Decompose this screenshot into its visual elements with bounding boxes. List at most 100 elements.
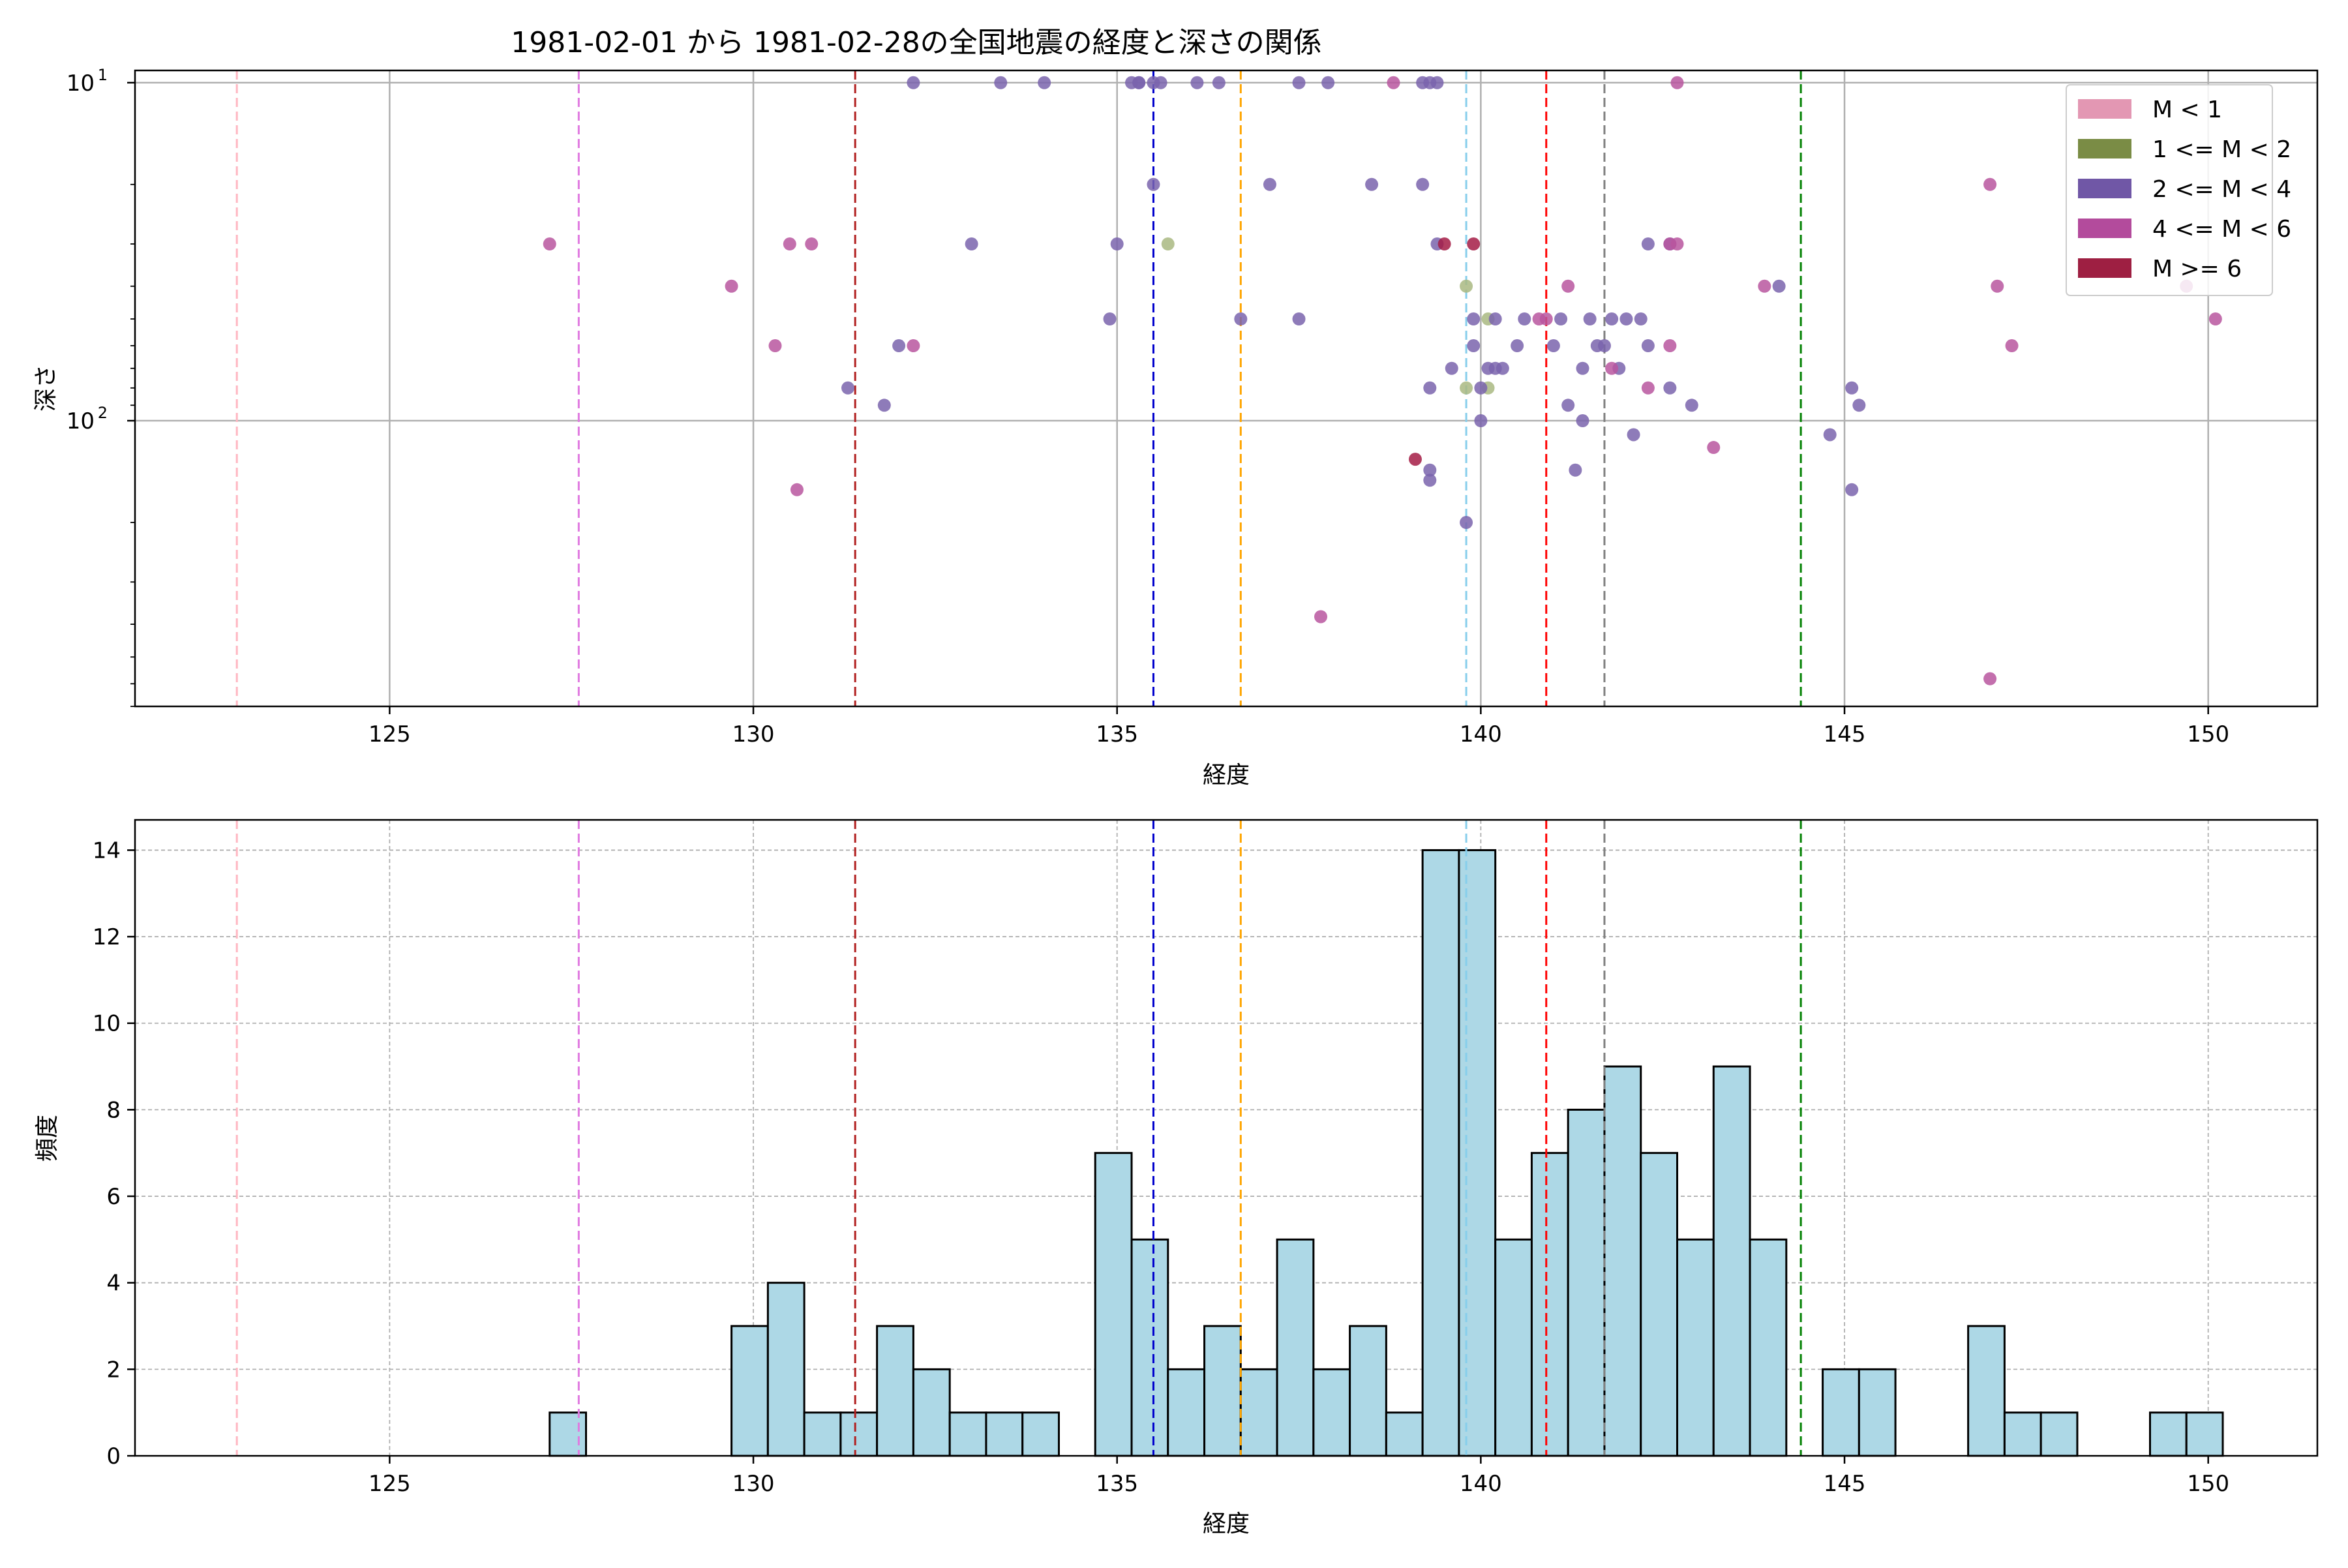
scatter-point xyxy=(1467,312,1481,326)
histogram-bar xyxy=(803,1411,842,1457)
scatter-point xyxy=(907,76,920,89)
histogram-y-tick-label: 12 xyxy=(93,924,121,950)
histogram-x-tick-label: 140 xyxy=(1460,1471,1502,1497)
scatter-point xyxy=(768,339,782,353)
histogram-bars xyxy=(549,849,2224,1457)
legend-swatch xyxy=(2078,258,2131,278)
scatter-y-tick-label: 10 xyxy=(67,70,95,97)
histogram-bar xyxy=(1567,1108,1606,1457)
scatter-point xyxy=(1292,76,1306,89)
legend-label: 2 <= M < 4 xyxy=(2152,176,2291,203)
histogram-plot-frame xyxy=(134,819,2319,1457)
histogram-bar xyxy=(985,1411,1024,1457)
histogram-bar xyxy=(1276,1238,1315,1457)
scatter-point xyxy=(1234,312,1248,326)
scatter-y-tick-label: 10 xyxy=(67,408,95,434)
legend-label: M < 1 xyxy=(2152,97,2222,123)
scatter-legend: M < 1 1 <= M < 2 2 <= M < 4 4 <= M < 6 M >= … xyxy=(2066,84,2291,296)
histogram-x-axis-label: 経度 xyxy=(1203,1511,1250,1537)
scatter-point xyxy=(1365,177,1379,191)
histogram-bar xyxy=(839,1411,879,1457)
scatter-point xyxy=(1983,177,1997,191)
scatter-point xyxy=(1569,463,1582,477)
histogram-bar xyxy=(1130,1238,1169,1457)
histogram-x-tick-label: 130 xyxy=(732,1471,775,1497)
scatter-point xyxy=(2208,312,2222,326)
scatter-point xyxy=(1103,312,1117,326)
scatter-point xyxy=(1423,381,1437,395)
scatter-point xyxy=(1663,339,1677,353)
scatter-points xyxy=(543,76,2222,686)
scatter-point xyxy=(892,339,906,353)
scatter-point xyxy=(1460,516,1473,530)
scatter-y-axis-label: 深さ xyxy=(33,365,59,412)
scatter-point xyxy=(994,76,1008,89)
scatter-point xyxy=(543,237,556,251)
scatter-point xyxy=(1852,399,1866,412)
scatter-y-tick-exponent: 2 xyxy=(98,404,108,422)
scatter-point xyxy=(1474,381,1488,395)
legend-label: M >= 6 xyxy=(2152,256,2242,282)
scatter-point xyxy=(1110,237,1124,251)
histogram-y-tick-label: 14 xyxy=(93,837,121,864)
scatter-point xyxy=(1583,312,1597,326)
scatter-point xyxy=(1707,441,1721,455)
histogram-bar xyxy=(2039,1411,2079,1457)
scatter-point xyxy=(877,399,891,412)
histogram-x-tick-label: 125 xyxy=(369,1471,411,1497)
histogram-bar xyxy=(1967,1325,2006,1457)
histogram-x-tick-label: 150 xyxy=(2187,1471,2229,1497)
legend-swatch xyxy=(2078,179,2131,198)
scatter-point xyxy=(1605,361,1619,375)
histogram-bar xyxy=(876,1325,914,1457)
scatter-point xyxy=(1518,312,1531,326)
scatter-point xyxy=(1576,414,1589,428)
scatter-x-tick-label: 135 xyxy=(1096,721,1138,747)
legend-box xyxy=(2066,84,2273,296)
legend-label: 4 <= M < 6 xyxy=(2152,216,2291,243)
scatter-point xyxy=(1314,610,1327,624)
histogram-y-ticks: 0 2 4 6 8 10 12 14 xyxy=(93,837,135,1470)
scatter-point xyxy=(783,237,796,251)
scatter-point xyxy=(1132,76,1146,89)
histogram-bar xyxy=(1749,1238,1788,1457)
legend-swatch xyxy=(2078,99,2131,119)
scatter-point xyxy=(1467,339,1481,353)
histogram-bar xyxy=(1021,1411,1060,1457)
histogram-reference-lines xyxy=(235,820,1802,1456)
scatter-point xyxy=(965,237,978,251)
histogram-bar xyxy=(1712,1065,1751,1457)
scatter-point xyxy=(1641,381,1655,395)
histogram-bar xyxy=(1239,1368,1278,1457)
histogram-x-tick-label: 135 xyxy=(1096,1471,1138,1497)
histogram-y-tick-label: 10 xyxy=(93,1011,121,1037)
scatter-point xyxy=(1147,177,1160,191)
scatter-reference-lines xyxy=(235,70,1802,706)
scatter-point xyxy=(1772,279,1786,293)
scatter-point xyxy=(1845,381,1859,395)
histogram-bar xyxy=(1385,1411,1424,1457)
scatter-point xyxy=(841,381,855,395)
histogram-bar xyxy=(1494,1238,1533,1457)
histogram-y-tick-label: 6 xyxy=(106,1184,121,1210)
scatter-point xyxy=(1627,428,1640,442)
scatter-point xyxy=(1437,237,1451,251)
histogram-bar xyxy=(1676,1238,1715,1457)
histogram-bar xyxy=(1822,1368,1860,1457)
histogram-bar xyxy=(1530,1152,1569,1457)
histogram-bar xyxy=(1603,1065,1642,1457)
scatter-point xyxy=(1554,312,1568,326)
histogram-bar xyxy=(2148,1411,2188,1457)
scatter-point xyxy=(1619,312,1633,326)
scatter-point xyxy=(907,339,920,353)
scatter-point xyxy=(805,237,819,251)
scatter-point xyxy=(1488,312,1502,326)
scatter-y-tick-exponent: 1 xyxy=(98,66,108,84)
scatter-point xyxy=(1670,76,1684,89)
scatter-point xyxy=(1416,177,1430,191)
scatter-point xyxy=(1190,76,1204,89)
scatter-point xyxy=(1576,361,1589,375)
histogram-bar xyxy=(1312,1368,1351,1457)
